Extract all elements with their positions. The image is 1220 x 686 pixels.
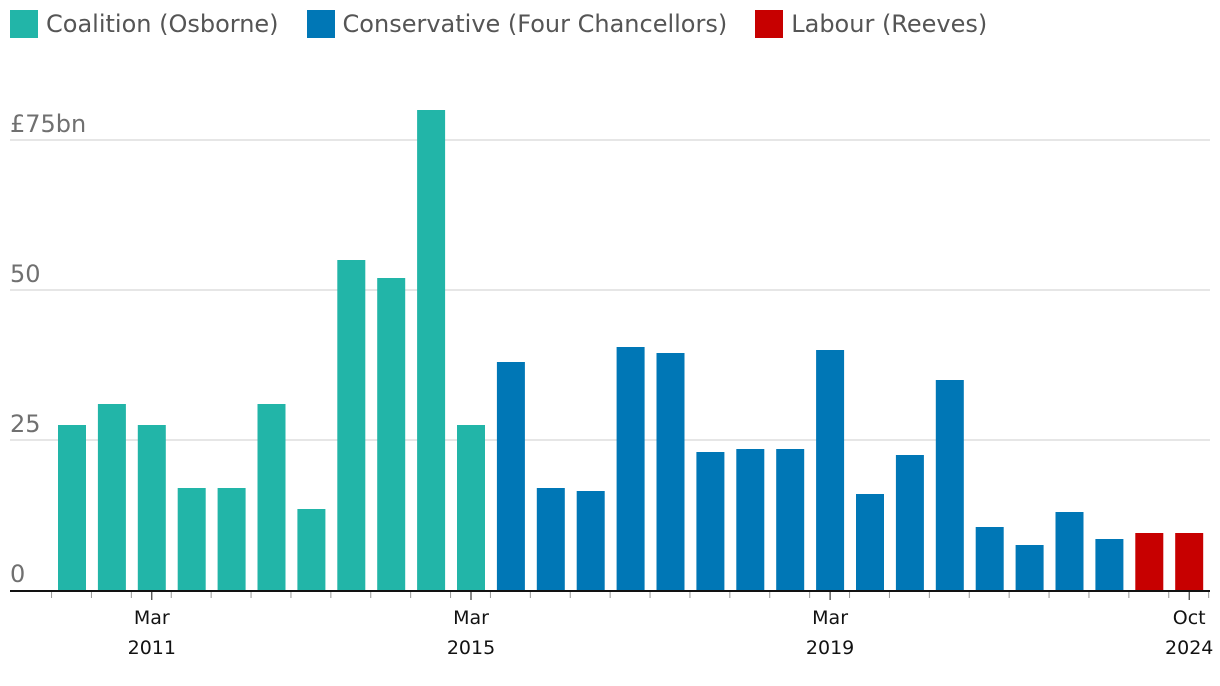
legend-swatch-labour (755, 10, 784, 38)
bar-27 (1135, 533, 1164, 590)
legend-item-labour: Labour (Reeves) (755, 10, 987, 38)
bar-23 (975, 527, 1004, 590)
bar-3 (177, 488, 206, 590)
legend-label-conservative: Conservative (Four Chancellors) (342, 10, 728, 38)
legend-item-conservative: Conservative (Four Chancellors) (306, 10, 728, 38)
x-tick-year-3: 2024 (1165, 637, 1213, 659)
bar-22 (935, 380, 964, 590)
x-tick-month-3: Oct (1173, 607, 1206, 629)
legend-swatch-conservative (306, 10, 335, 38)
bar-9 (417, 110, 446, 590)
bar-20 (856, 494, 884, 590)
x-tick-month-1: Mar (453, 607, 489, 629)
bar-0 (58, 425, 86, 590)
bar-6 (297, 509, 326, 590)
bar-28 (1175, 533, 1204, 590)
bar-13 (576, 491, 605, 590)
bar-18 (776, 449, 805, 590)
bar-11 (496, 362, 525, 590)
bar-26 (1095, 539, 1124, 590)
legend-label-labour: Labour (Reeves) (791, 10, 988, 38)
y-tick-label-50: 50 (10, 260, 41, 288)
x-tick-month-2: Mar (812, 607, 848, 629)
x-tick-year-1: 2015 (447, 637, 495, 659)
bar-2 (137, 425, 166, 590)
bar-7 (337, 260, 366, 590)
bar-24 (1015, 545, 1044, 590)
bar-10 (457, 425, 485, 590)
legend-label-coalition: Coalition (Osborne) (46, 10, 279, 38)
y-tick-label-75: £75bn (10, 110, 86, 138)
bar-8 (377, 278, 406, 590)
bar-14 (616, 347, 645, 590)
y-tick-label-0: 0 (10, 560, 25, 588)
bar-25 (1055, 512, 1084, 590)
bar-17 (736, 449, 765, 590)
y-tick-label-25: 25 (10, 410, 41, 438)
bar-5 (257, 404, 286, 590)
chart-legend: Coalition (Osborne) Conservative (Four C… (10, 10, 1015, 38)
bar-12 (536, 488, 565, 590)
bar-4 (217, 488, 246, 590)
x-tick-year-2: 2019 (806, 637, 854, 659)
bar-16 (696, 452, 725, 590)
bar-19 (816, 350, 845, 590)
bar-1 (97, 404, 126, 590)
legend-swatch-coalition (10, 10, 38, 38)
legend-item-coalition: Coalition (Osborne) (10, 10, 279, 38)
x-tick-year-0: 2011 (128, 637, 176, 659)
bar-21 (895, 455, 924, 590)
x-tick-month-0: Mar (134, 607, 170, 629)
bar-15 (656, 353, 685, 590)
